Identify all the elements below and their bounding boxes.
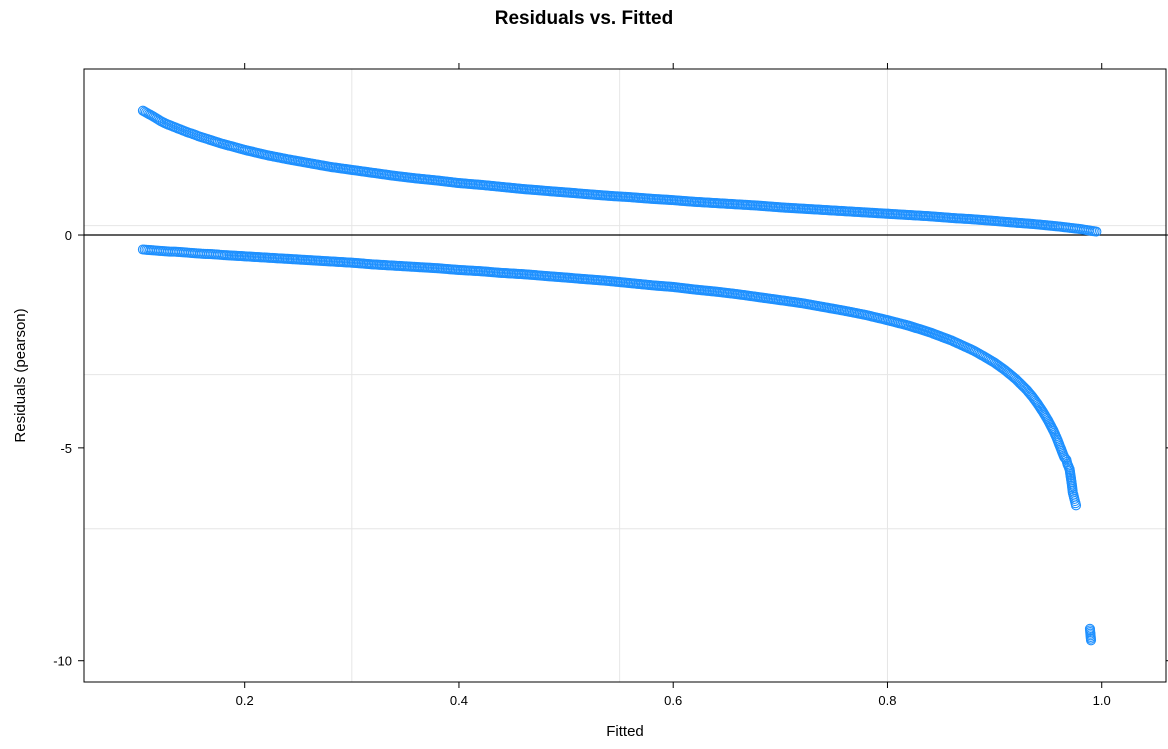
data-point: [259, 252, 270, 263]
data-point: [473, 179, 484, 190]
data-point: [773, 294, 784, 305]
data-point: [495, 267, 506, 278]
data-point: [516, 269, 527, 280]
data-point: [1085, 633, 1096, 644]
y-tick-label: -10: [53, 654, 72, 669]
data-point: [345, 257, 356, 268]
data-point: [623, 191, 634, 203]
data-point: [323, 256, 334, 267]
data-point: [816, 204, 827, 215]
data-point: [837, 206, 849, 217]
data-point: [366, 259, 377, 270]
data-point: [580, 188, 591, 200]
data-points: [137, 105, 1102, 646]
data-point: [987, 215, 998, 226]
plot-frame: [83, 68, 1167, 683]
data-point: [687, 284, 699, 295]
data-point: [752, 291, 763, 302]
data-point: [495, 181, 506, 192]
data-point: [730, 288, 741, 300]
data-point: [559, 187, 570, 198]
data-point: [537, 270, 549, 281]
data-point: [409, 173, 420, 184]
data-point: [1016, 380, 1028, 391]
data-point: [430, 263, 441, 274]
data-point: [773, 202, 784, 213]
data-point: [580, 274, 591, 285]
data-point: [730, 199, 741, 210]
data-point: [795, 203, 806, 214]
x-tick-label: 0.4: [450, 693, 468, 708]
data-point: [816, 301, 827, 312]
data-point: [666, 194, 677, 206]
data-point: [1089, 226, 1100, 237]
grid-lines: [84, 69, 1166, 682]
chart-title: Residuals vs. Fitted: [494, 8, 674, 29]
x-axis-label: Fitted: [606, 723, 644, 740]
data-point: [452, 264, 463, 275]
data-point: [880, 208, 891, 219]
data-point: [473, 266, 484, 277]
data-point: [280, 153, 291, 164]
data-point: [157, 117, 168, 128]
data-point: [302, 157, 313, 168]
data-point: [623, 277, 634, 289]
data-point: [409, 261, 420, 272]
data-point: [984, 354, 996, 366]
data-point: [602, 190, 613, 201]
data-point: [430, 175, 441, 186]
data-point: [452, 177, 463, 188]
data-point: [1058, 450, 1069, 461]
data-point: [1035, 402, 1046, 413]
data-point: [143, 109, 155, 120]
data-point: [1040, 411, 1051, 422]
data-point: [752, 200, 763, 211]
data-point: [1046, 421, 1057, 432]
data-point: [280, 253, 291, 264]
data-point: [837, 305, 849, 316]
data-point: [923, 211, 934, 222]
data-point: [945, 212, 956, 223]
y-tick-label: -5: [60, 441, 72, 456]
data-point: [966, 214, 977, 225]
data-point: [323, 161, 334, 172]
data-point: [709, 286, 720, 297]
data-point: [151, 113, 162, 124]
x-tick-label: 0.2: [236, 693, 254, 708]
data-point: [1084, 225, 1095, 236]
x-tick-label: 1.0: [1093, 693, 1111, 708]
y-tick-label: 0: [65, 228, 72, 243]
data-point: [1046, 422, 1058, 433]
data-point: [859, 207, 870, 218]
data-point: [1030, 219, 1041, 230]
data-point: [795, 297, 806, 308]
data-point: [645, 193, 656, 204]
axis-ticks: 0.2 0.4 0.6 0.8 1.0 0 -5 -10: [53, 63, 1168, 708]
data-point: [902, 209, 913, 220]
data-point: [1070, 498, 1081, 509]
data-point: [1009, 217, 1020, 228]
data-point: [602, 275, 613, 286]
data-point: [709, 197, 720, 209]
data-point: [345, 164, 356, 175]
data-point: [516, 183, 527, 194]
data-point: [537, 185, 549, 196]
x-tick-label: 0.8: [878, 693, 896, 708]
x-tick-label: 0.6: [664, 693, 682, 708]
y-axis-label: Residuals (pearson): [12, 308, 29, 442]
data-point: [366, 167, 377, 178]
data-point: [1069, 493, 1080, 505]
data-point: [387, 170, 399, 181]
data-point: [237, 251, 249, 262]
data-point: [645, 280, 656, 291]
data-point: [974, 348, 985, 359]
data-point: [559, 272, 570, 283]
data-point: [302, 254, 313, 266]
data-point: [687, 196, 699, 207]
data-point: [387, 260, 399, 271]
data-point: [666, 281, 677, 292]
data-point: [216, 249, 227, 260]
